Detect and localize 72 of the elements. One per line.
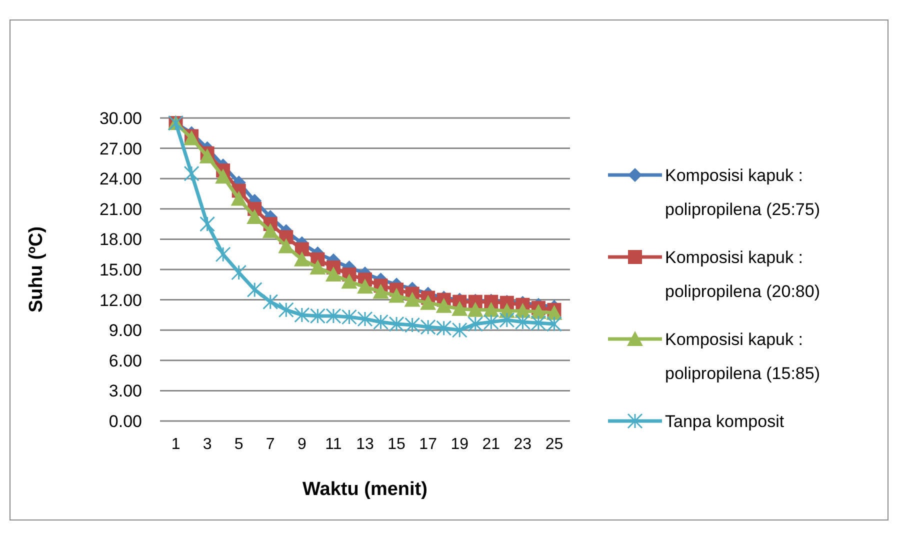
point [184, 166, 200, 182]
y-tick-label: 21.00 [99, 200, 142, 219]
x-tick-label: 9 [297, 436, 306, 453]
y-tick-label: 3.00 [108, 382, 142, 401]
x-tick-label: 13 [356, 436, 374, 453]
x-tick-label: 3 [202, 436, 212, 453]
point [373, 314, 389, 330]
point [404, 317, 420, 333]
point [215, 168, 232, 184]
x-tick-label: 25 [545, 436, 564, 453]
legend-label: Komposisi kapuk : polipropilena (25:75) [665, 166, 820, 219]
point [420, 294, 436, 310]
x-tick-label: 17 [419, 436, 438, 453]
x-tick-label: 7 [266, 436, 275, 453]
point [199, 148, 216, 164]
y-tick-label: 9.00 [108, 321, 142, 340]
point [420, 319, 436, 335]
y-tick-label: 30.00 [99, 108, 142, 128]
point [357, 278, 373, 294]
legend-label: Tanpa komposit [665, 412, 784, 431]
point [404, 292, 420, 307]
y-tick-label: 27.00 [99, 139, 142, 158]
legend-label: Komposisi kapuk : polipropilena (15:85) [665, 330, 820, 383]
point [468, 316, 484, 332]
point [388, 316, 404, 332]
x-axis-title: Waktu (menit) [302, 479, 428, 500]
point [325, 266, 342, 282]
x-tick-label: 1 [171, 436, 180, 453]
point [341, 274, 358, 289]
point [436, 320, 452, 336]
point [326, 308, 342, 324]
y-tick-label: 0.00 [108, 412, 142, 431]
point [452, 300, 468, 316]
point [230, 190, 247, 206]
point [294, 251, 310, 266]
point [467, 302, 484, 317]
legend-label: Komposisi kapuk : polipropilena (20:80) [665, 248, 820, 301]
point [452, 322, 468, 338]
point [546, 316, 562, 332]
point [483, 314, 499, 330]
y-tick-label: 18.00 [99, 230, 142, 250]
x-tick-label: 23 [514, 436, 532, 453]
x-tick-label: 15 [388, 436, 406, 453]
point [246, 208, 263, 224]
x-tick-label: 21 [482, 436, 500, 453]
y-axis-title: Suhu (ºC) [26, 226, 47, 313]
y-tick-label: 6.00 [108, 351, 142, 370]
y-tick-label: 24.00 [99, 170, 142, 189]
x-tick-label: 19 [450, 436, 469, 453]
point [372, 284, 389, 299]
y-tick-label: 12.00 [99, 290, 142, 310]
point [262, 223, 278, 238]
point [357, 311, 373, 327]
point [262, 294, 278, 310]
point [499, 312, 515, 328]
point [215, 246, 231, 262]
point [294, 307, 310, 323]
point [278, 302, 294, 318]
x-tick-label: 5 [234, 436, 244, 453]
point [310, 259, 326, 274]
point [530, 315, 546, 331]
point [388, 288, 405, 303]
point [246, 282, 262, 298]
point [514, 314, 530, 330]
point [200, 216, 216, 232]
point [483, 302, 500, 317]
point [436, 298, 452, 313]
x-tick-label: 11 [325, 436, 342, 453]
point [231, 264, 247, 280]
y-tick-label: 15.00 [99, 260, 142, 280]
point [310, 308, 326, 324]
point [341, 309, 357, 325]
